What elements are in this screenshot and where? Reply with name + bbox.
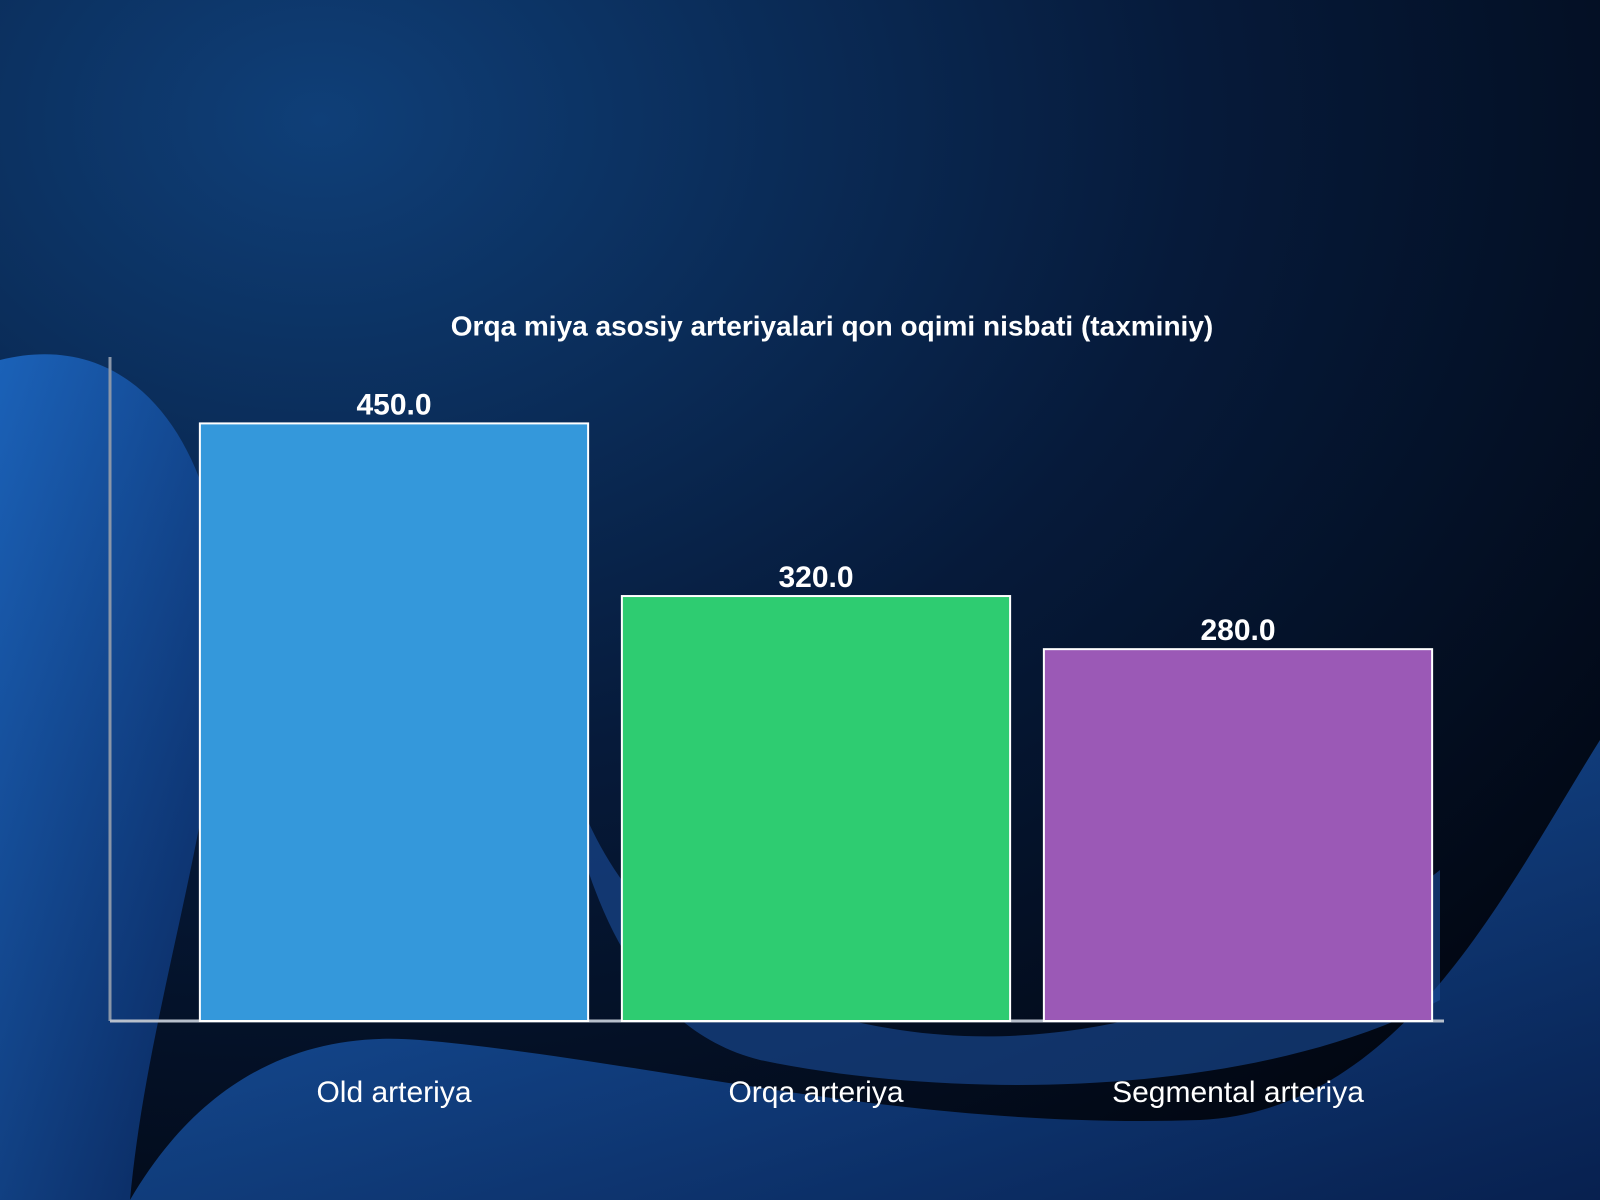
x-tick-label: Segmental arteriya [1112, 1076, 1364, 1109]
x-tick-label: Old arteriya [316, 1076, 471, 1109]
value-label: 280.0 [1200, 614, 1275, 647]
chart-title: Orqa miya asosiy arteriyalari qon oqimi … [451, 310, 1213, 341]
x-tick-label: Orqa arteriya [728, 1076, 903, 1109]
bar [1042, 648, 1434, 1022]
value-label: 450.0 [356, 388, 431, 421]
value-label: 320.0 [778, 561, 853, 594]
bar [198, 422, 590, 1022]
background-wave [130, 740, 1600, 1200]
bar [620, 595, 1012, 1022]
